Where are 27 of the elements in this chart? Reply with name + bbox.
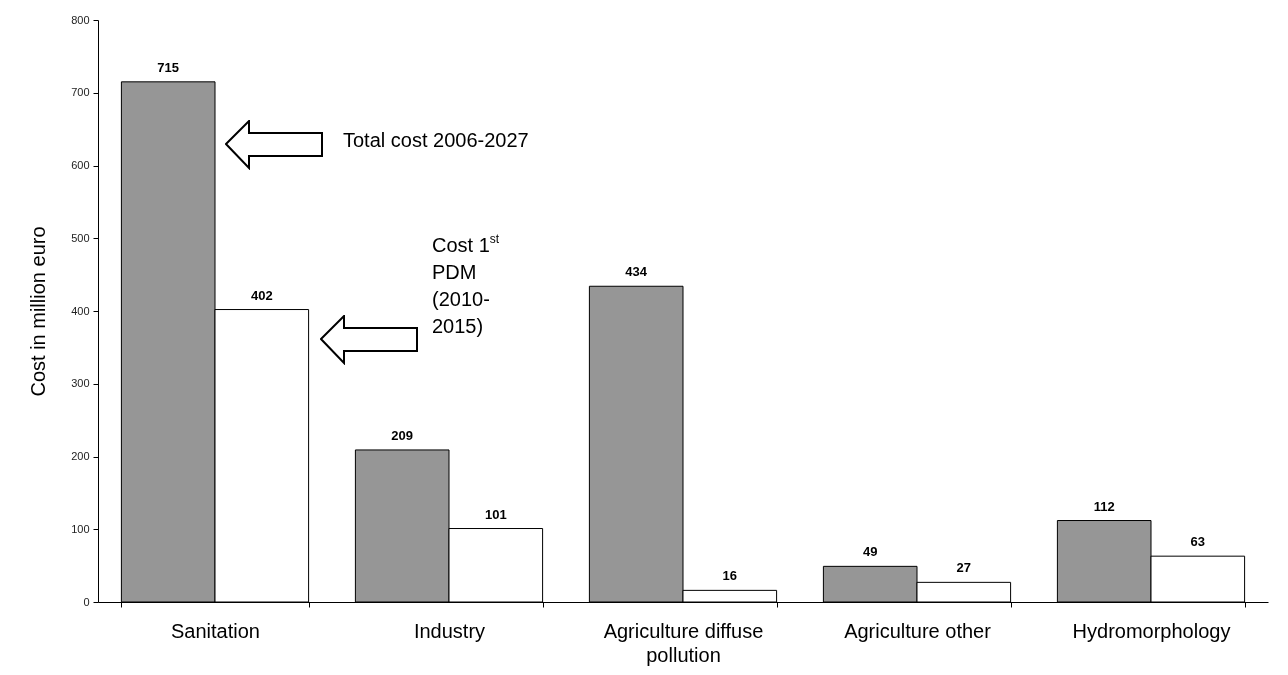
x-tick-label: Industry [413, 619, 486, 642]
data-label: 101 [484, 506, 507, 522]
y-axis-title: Cost in million euro [27, 226, 50, 397]
y-tick-label: 500 [71, 231, 90, 244]
x-tick-label: Sanitation [171, 619, 260, 642]
x-tick-label: Agriculture diffuse pollution [603, 619, 764, 666]
y-tick-label: 800 [71, 13, 90, 26]
legend-label: Total cost 2006-2027 [343, 128, 530, 153]
data-label: 49 [862, 544, 878, 560]
y-tick-label: 300 [71, 377, 90, 390]
y-tick-label: 0 [83, 595, 90, 608]
y-tick-label: 600 [71, 159, 90, 171]
y-tick-label: 200 [71, 450, 90, 462]
y-tick-label: 700 [71, 86, 90, 99]
data-label: 715 [157, 59, 180, 75]
data-label: 402 [250, 287, 273, 303]
data-label: 27 [956, 560, 972, 576]
text: Cost 1$^{st}$ PDM (2010-2015) [432, 232, 500, 337]
x-tick-label: Agriculture other [844, 619, 992, 642]
data-label: 434 [625, 264, 648, 280]
data-label: 112 [1093, 498, 1115, 514]
x-tick-label: Hydromorphology [1072, 619, 1231, 642]
y-tick-label: 100 [71, 522, 90, 535]
data-label: 63 [1190, 534, 1206, 550]
y-tick-label: 400 [71, 304, 90, 317]
data-label: 16 [722, 568, 738, 584]
data-label: 209 [391, 427, 414, 443]
